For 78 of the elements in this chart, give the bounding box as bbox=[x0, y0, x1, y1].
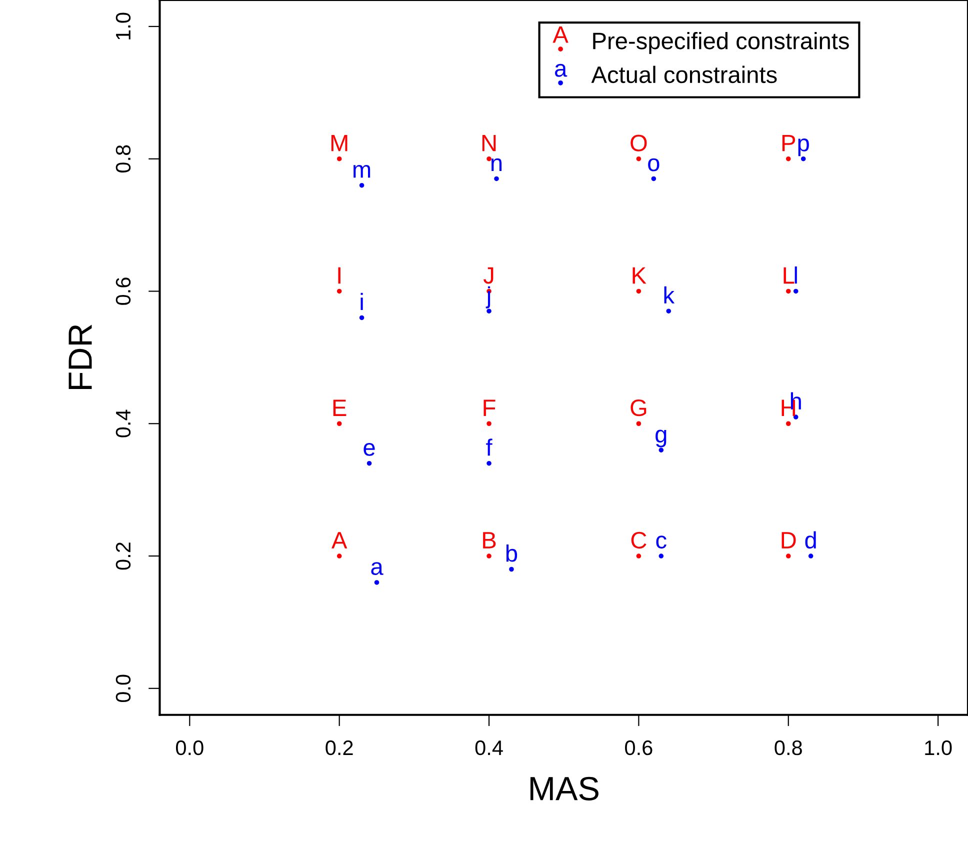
data-label: N bbox=[482, 134, 496, 152]
data-label: G bbox=[630, 399, 646, 416]
data-label: c bbox=[656, 536, 666, 549]
y-tick-label: 0.8 bbox=[116, 145, 131, 173]
point bbox=[658, 554, 664, 558]
point bbox=[786, 554, 791, 558]
data-label: M bbox=[331, 134, 348, 152]
data-label: K bbox=[632, 267, 646, 284]
point bbox=[486, 156, 492, 162]
point bbox=[359, 182, 364, 188]
point bbox=[359, 315, 364, 320]
data-label: f bbox=[486, 438, 492, 456]
data-label: p bbox=[798, 138, 809, 156]
point bbox=[636, 554, 642, 558]
y-tick-label: 0.6 bbox=[116, 278, 131, 305]
data-label: d bbox=[805, 531, 816, 549]
legend-label: Pre-specified constraints bbox=[593, 32, 849, 54]
point bbox=[786, 288, 791, 294]
data-label: j bbox=[486, 286, 490, 308]
data-label: a bbox=[371, 562, 384, 576]
point bbox=[336, 554, 342, 558]
point bbox=[486, 554, 492, 558]
data-label: L bbox=[784, 267, 794, 284]
point bbox=[786, 156, 791, 162]
data-label: o bbox=[648, 158, 660, 172]
x-axis-title: MAS bbox=[530, 776, 598, 800]
data-label: i bbox=[360, 292, 363, 310]
point bbox=[336, 421, 342, 426]
data-label: B bbox=[483, 532, 496, 548]
point bbox=[666, 308, 672, 314]
data-label: k bbox=[664, 286, 675, 304]
point bbox=[636, 421, 642, 426]
data-label: m bbox=[354, 164, 370, 178]
x-tick-label: 0.8 bbox=[774, 740, 802, 756]
point bbox=[336, 288, 342, 294]
data-label: F bbox=[484, 400, 496, 416]
data-label: I bbox=[338, 267, 340, 284]
point bbox=[486, 308, 492, 314]
data-label: O bbox=[630, 134, 647, 152]
legend-label: Actual constraints bbox=[591, 66, 777, 84]
point bbox=[800, 156, 806, 162]
point bbox=[651, 176, 656, 182]
point bbox=[786, 421, 791, 426]
x-tick-label: 0.4 bbox=[475, 740, 503, 756]
data-label: n bbox=[492, 158, 502, 172]
data-label: A bbox=[332, 532, 348, 548]
y-axis-title: FDR bbox=[68, 324, 92, 389]
point bbox=[808, 554, 814, 558]
data-label: P bbox=[782, 134, 796, 152]
text: a bbox=[554, 64, 568, 77]
x-tick-label: 0.6 bbox=[625, 740, 652, 756]
y-tick-label: 0.0 bbox=[116, 674, 131, 702]
x-tick-label: 0.2 bbox=[326, 740, 353, 756]
data-label: J bbox=[483, 267, 494, 284]
data-label: e bbox=[364, 442, 375, 456]
data-label: g bbox=[656, 430, 666, 448]
point bbox=[636, 288, 642, 294]
y-tick-label: 0.4 bbox=[116, 410, 131, 438]
point bbox=[793, 288, 798, 294]
point bbox=[636, 156, 642, 162]
data-label: E bbox=[333, 400, 346, 416]
point bbox=[374, 580, 380, 585]
data-label: D bbox=[782, 532, 796, 548]
point bbox=[486, 460, 492, 466]
point bbox=[336, 156, 342, 162]
point bbox=[486, 421, 492, 426]
point bbox=[366, 460, 372, 466]
data-label: C bbox=[631, 532, 646, 549]
data-label: b bbox=[506, 544, 518, 562]
point bbox=[494, 176, 499, 182]
y-tick-label: 1.0 bbox=[116, 12, 131, 40]
data-label: l bbox=[794, 266, 797, 284]
point bbox=[509, 566, 514, 572]
x-tick-label: 1.0 bbox=[925, 740, 952, 756]
y-tick-label: 0.2 bbox=[116, 542, 131, 570]
point bbox=[658, 448, 664, 452]
x-tick-label: 0.0 bbox=[176, 740, 204, 756]
text: A bbox=[552, 26, 568, 43]
